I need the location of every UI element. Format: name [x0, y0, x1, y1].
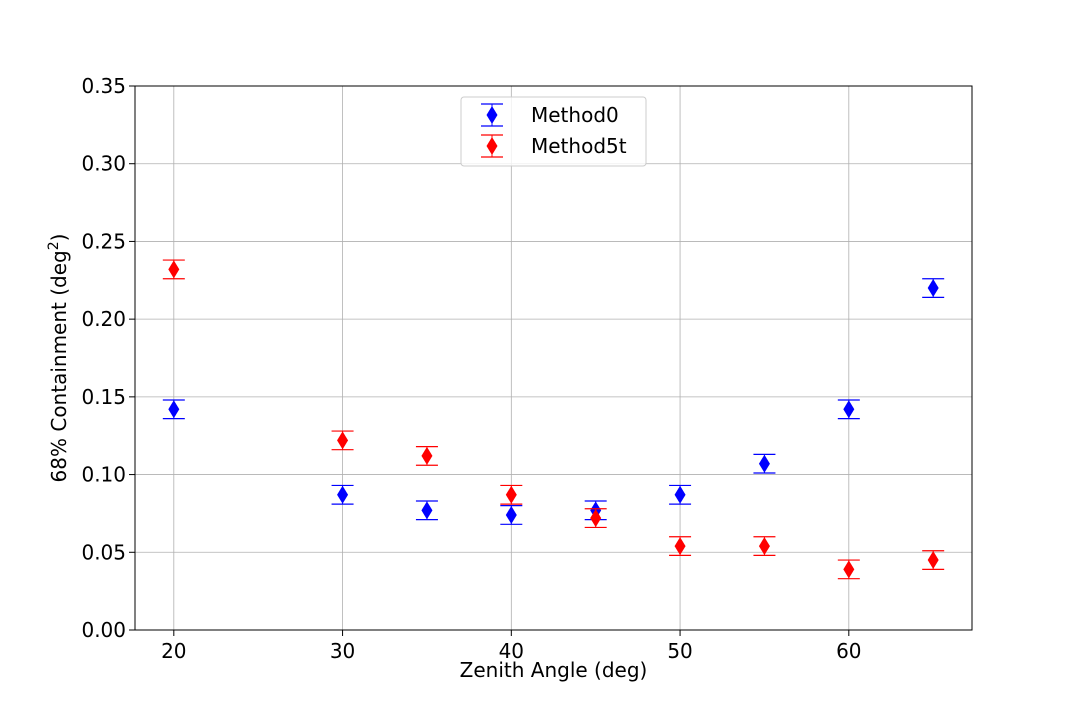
grid-lines: [135, 85, 972, 631]
x-tick-label: 40: [499, 639, 524, 663]
data-point: [168, 260, 180, 279]
data-point: [505, 505, 517, 524]
data-marks: [162, 259, 945, 580]
data-point: [758, 454, 770, 473]
legend-marker: [486, 137, 498, 155]
plot-frame: [134, 85, 973, 631]
data-point: [843, 560, 855, 579]
legend-label: Method5t: [531, 134, 627, 158]
x-tick-label: 30: [330, 639, 355, 663]
data-point: [927, 551, 939, 570]
x-tick-label: 20: [161, 639, 186, 663]
legend-marker: [486, 106, 498, 124]
data-point: [421, 501, 433, 520]
x-axis-label: Zenith Angle (deg): [460, 658, 648, 682]
data-point: [337, 431, 349, 450]
x-tick-label: 60: [836, 639, 861, 663]
data-point: [168, 400, 180, 419]
legend-label: Method0: [531, 103, 619, 127]
data-point: [843, 400, 855, 419]
data-point: [505, 485, 517, 504]
series-Method5t: [162, 259, 945, 580]
y-tick-label: 0.25: [81, 229, 126, 253]
y-tick-label: 0.10: [81, 463, 126, 487]
axis-ticks: 20 30 40 50 60 0.00 0.05 0.10 0.15 0.20 0.25 0.30 0.…: [81, 74, 861, 663]
y-axis-label: 68% Containment (deg2): [46, 234, 71, 483]
x-tick-label: 50: [667, 639, 692, 663]
data-point: [421, 446, 433, 465]
data-point: [758, 537, 770, 556]
legend-box: [460, 96, 647, 167]
data-point: [674, 537, 686, 556]
y-tick-label: 0.35: [81, 74, 126, 98]
y-tick-label: 0.00: [81, 618, 126, 642]
y-tick-label: 0.15: [81, 385, 126, 409]
y-tick-label: 0.20: [81, 307, 126, 331]
y-tick-label: 0.30: [81, 152, 126, 176]
data-point: [590, 509, 602, 528]
legend: Method0 Method5t: [460, 96, 647, 167]
data-point: [927, 279, 939, 298]
data-point: [674, 485, 686, 504]
y-tick-label: 0.05: [81, 540, 126, 564]
data-point: [337, 485, 349, 504]
